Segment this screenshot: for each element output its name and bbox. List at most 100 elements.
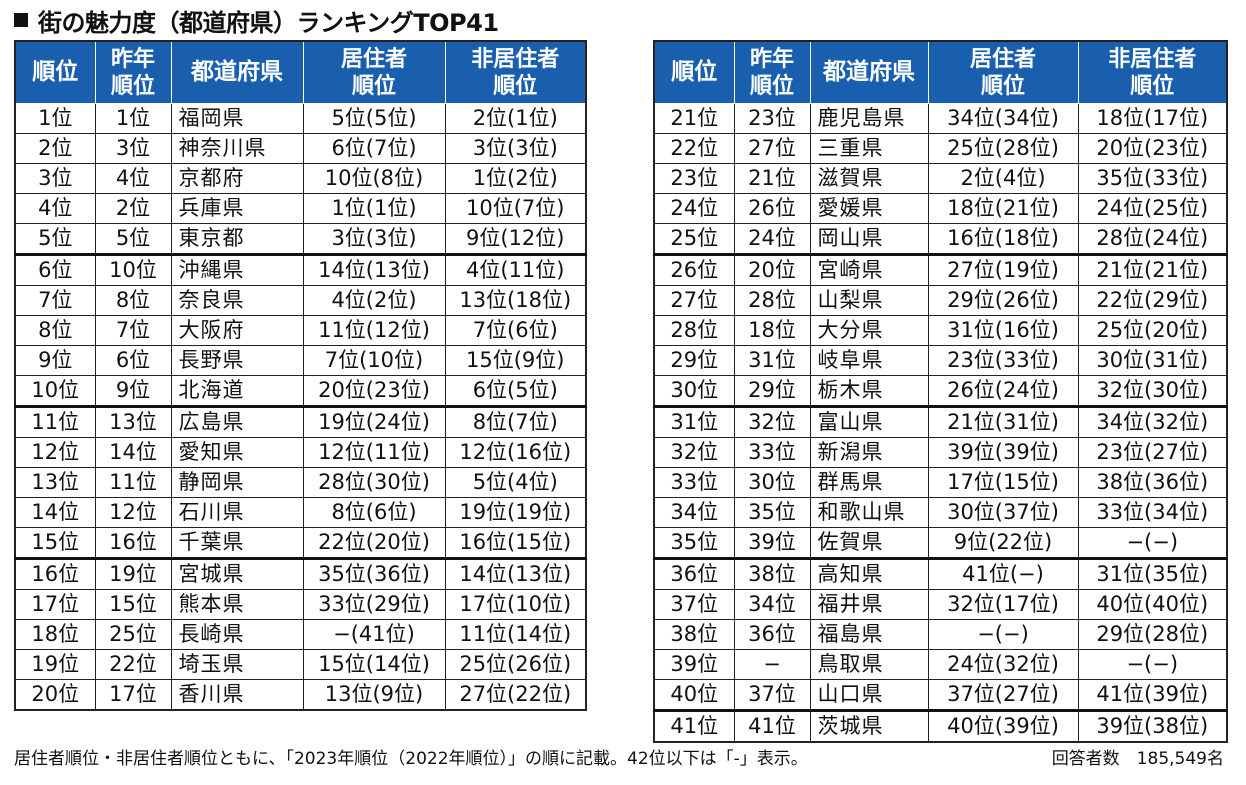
cell-nonresident-rank: 15位(9位) <box>444 345 587 376</box>
cell-prev-rank: 22位 <box>94 649 172 680</box>
cell-rank: 6位 <box>14 254 96 286</box>
cell-prefecture: 大阪府 <box>170 315 304 346</box>
cell-prev-rank: 11位 <box>94 467 172 498</box>
cell-resident-rank: 20位(23位) <box>302 375 446 408</box>
cell-prefecture: 千葉県 <box>170 527 304 560</box>
cell-resident-rank: 9位(22位) <box>927 527 1079 560</box>
cell-rank: 25位 <box>653 223 735 256</box>
cell-resident-rank: 35位(36位) <box>302 558 446 590</box>
cell-nonresident-rank: −(−) <box>1077 527 1228 560</box>
cell-rank: 29位 <box>653 345 735 376</box>
cell-resident-rank: 16位(18位) <box>927 223 1079 256</box>
cell-nonresident-rank: 9位(12位) <box>444 223 587 256</box>
table-row: 41位 41位 茨城県 40位(39位) 39位(38位) <box>653 710 1228 743</box>
cell-resident-rank: 8位(6位) <box>302 497 446 528</box>
table-row: 17位 15位 熊本県 33位(29位) 17位(10位) <box>14 589 587 620</box>
cell-resident-rank: 18位(21位) <box>927 193 1079 224</box>
cell-prefecture: 福井県 <box>809 589 929 620</box>
cell-prev-rank: 9位 <box>94 375 172 408</box>
cell-prev-rank: 15位 <box>94 589 172 620</box>
table-row: 33位 30位 群馬県 17位(15位) 38位(36位) <box>653 467 1228 498</box>
cell-nonresident-rank: 39位(38位) <box>1077 710 1228 743</box>
cell-nonresident-rank: 10位(7位) <box>444 193 587 224</box>
cell-prev-rank: 18位 <box>733 315 811 346</box>
table-row: 39位 − 鳥取県 24位(32位) −(−) <box>653 649 1228 680</box>
header-prev-rank: 昨年 順位 <box>94 40 172 104</box>
cell-prev-rank: 39位 <box>733 527 811 560</box>
cell-prefecture: 群馬県 <box>809 467 929 498</box>
cell-prefecture: 茨城県 <box>809 710 929 743</box>
cell-resident-rank: 15位(14位) <box>302 649 446 680</box>
cell-rank: 10位 <box>14 375 96 408</box>
cell-nonresident-rank: 23位(27位) <box>1077 437 1228 468</box>
cell-prefecture: 福岡県 <box>170 103 304 134</box>
table-row: 29位 31位 岐阜県 23位(33位) 30位(31位) <box>653 345 1228 376</box>
cell-prefecture: 山口県 <box>809 679 929 712</box>
cell-prefecture: 大分県 <box>809 315 929 346</box>
title-text: 街の魅力度（都道府県）ランキングTOP41 <box>38 8 499 37</box>
cell-prev-rank: 32位 <box>733 406 811 438</box>
cell-rank: 20位 <box>14 679 96 711</box>
table-row: 38位 36位 福島県 −(−) 29位(28位) <box>653 619 1228 650</box>
cell-prefecture: 東京都 <box>170 223 304 256</box>
cell-nonresident-rank: 5位(4位) <box>444 467 587 498</box>
cell-resident-rank: 14位(13位) <box>302 254 446 286</box>
table-row: 32位 33位 新潟県 39位(39位) 23位(27位) <box>653 437 1228 468</box>
cell-nonresident-rank: 20位(23位) <box>1077 133 1228 164</box>
cell-rank: 7位 <box>14 285 96 316</box>
table-row: 1位 1位 福岡県 5位(5位) 2位(1位) <box>14 103 587 134</box>
cell-rank: 11位 <box>14 406 96 438</box>
cell-rank: 38位 <box>653 619 735 650</box>
ranking-table-left: 順位 昨年 順位 都道府県 居住者 順位 非居住者 順位 1位 1位 福岡県 5位(5位) 2… <box>14 40 587 711</box>
cell-rank: 5位 <box>14 223 96 256</box>
cell-nonresident-rank: 16位(15位) <box>444 527 587 560</box>
cell-prev-rank: 25位 <box>94 619 172 650</box>
cell-nonresident-rank: 38位(36位) <box>1077 467 1228 498</box>
cell-rank: 14位 <box>14 497 96 528</box>
cell-prefecture: 奈良県 <box>170 285 304 316</box>
table-row: 5位 5位 東京都 3位(3位) 9位(12位) <box>14 223 587 256</box>
cell-prefecture: 滋賀県 <box>809 163 929 194</box>
header-rank: 順位 <box>653 40 735 104</box>
cell-rank: 27位 <box>653 285 735 316</box>
table-row: 16位 19位 宮城県 35位(36位) 14位(13位) <box>14 558 587 590</box>
cell-nonresident-rank: 14位(13位) <box>444 558 587 590</box>
cell-resident-rank: 37位(27位) <box>927 679 1079 712</box>
table-header-row: 順位 昨年 順位 都道府県 居住者 順位 非居住者 順位 <box>653 40 1228 104</box>
cell-rank: 31位 <box>653 406 735 438</box>
cell-resident-rank: 6位(7位) <box>302 133 446 164</box>
cell-rank: 4位 <box>14 193 96 224</box>
cell-rank: 37位 <box>653 589 735 620</box>
table-row: 31位 32位 富山県 21位(31位) 34位(32位) <box>653 406 1228 438</box>
cell-resident-rank: 30位(37位) <box>927 497 1079 528</box>
cell-prev-rank: 23位 <box>733 103 811 134</box>
cell-prev-rank: 20位 <box>733 254 811 286</box>
cell-nonresident-rank: 13位(18位) <box>444 285 587 316</box>
cell-rank: 23位 <box>653 163 735 194</box>
cell-resident-rank: 1位(1位) <box>302 193 446 224</box>
cell-nonresident-rank: 4位(11位) <box>444 254 587 286</box>
cell-prefecture: 沖縄県 <box>170 254 304 286</box>
cell-prefecture: 北海道 <box>170 375 304 408</box>
table-body-right: 21位 23位 鹿児島県 34位(34位) 18位(17位) 22位 27位 三重県 25位(2… <box>653 103 1228 743</box>
cell-resident-rank: 41位(−) <box>927 558 1079 590</box>
cell-prev-rank: 36位 <box>733 619 811 650</box>
cell-prefecture: 宮城県 <box>170 558 304 590</box>
cell-resident-rank: 3位(3位) <box>302 223 446 256</box>
cell-rank: 22位 <box>653 133 735 164</box>
cell-resident-rank: 29位(26位) <box>927 285 1079 316</box>
header-prefecture: 都道府県 <box>809 40 929 104</box>
cell-prefecture: 岐阜県 <box>809 345 929 376</box>
cell-resident-rank: 34位(34位) <box>927 103 1079 134</box>
cell-prefecture: 新潟県 <box>809 437 929 468</box>
cell-nonresident-rank: 25位(20位) <box>1077 315 1228 346</box>
cell-nonresident-rank: 7位(6位) <box>444 315 587 346</box>
cell-resident-rank: 23位(33位) <box>927 345 1079 376</box>
cell-rank: 16位 <box>14 558 96 590</box>
cell-rank: 36位 <box>653 558 735 590</box>
cell-rank: 9位 <box>14 345 96 376</box>
table-row: 3位 4位 京都府 10位(8位) 1位(2位) <box>14 163 587 194</box>
header-resident-rank: 居住者 順位 <box>927 40 1079 104</box>
cell-rank: 33位 <box>653 467 735 498</box>
table-row: 7位 8位 奈良県 4位(2位) 13位(18位) <box>14 285 587 316</box>
